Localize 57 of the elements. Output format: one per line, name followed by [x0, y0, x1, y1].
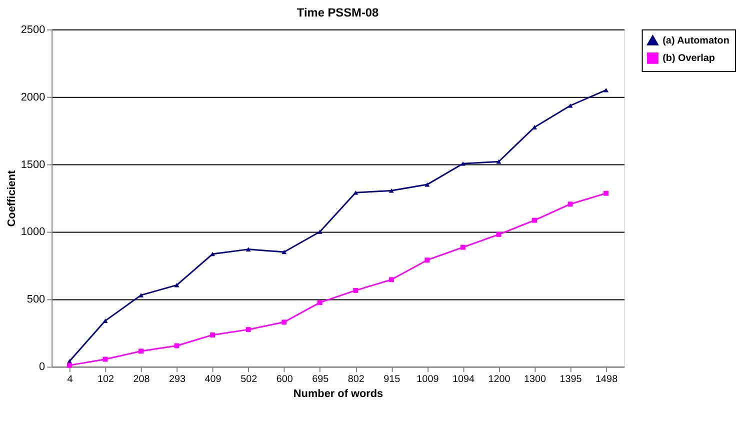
point	[317, 300, 322, 306]
point	[460, 161, 466, 166]
point	[174, 282, 180, 288]
point	[66, 362, 72, 368]
point	[568, 103, 573, 108]
x-tick-label: 915	[384, 374, 401, 386]
point	[424, 258, 430, 263]
y-tick-label: 500	[26, 294, 46, 306]
x-tick-label: 1498	[596, 374, 618, 386]
point	[317, 230, 322, 234]
y-tick-label: 2500	[20, 24, 46, 36]
point	[246, 327, 251, 332]
x-tick-label: 102	[97, 374, 114, 386]
point	[532, 125, 537, 130]
point	[138, 348, 144, 354]
x-tick-label: 802	[348, 374, 365, 386]
x-tick-label: 208	[133, 374, 150, 386]
point	[102, 318, 108, 323]
y-tick-label: 0	[39, 361, 46, 374]
point	[353, 190, 358, 195]
point	[138, 293, 144, 298]
x-tick-label: 502	[240, 374, 258, 386]
point	[282, 320, 287, 325]
y-tick-label: 1000	[20, 226, 46, 238]
point	[388, 277, 394, 282]
point	[210, 332, 216, 338]
point	[460, 244, 466, 250]
point	[604, 190, 609, 196]
point	[174, 343, 180, 348]
point	[496, 232, 502, 237]
point	[532, 218, 537, 223]
x-tick-label: 409	[204, 374, 222, 386]
y-tick-label: 2000	[20, 91, 46, 104]
point	[424, 182, 430, 187]
point	[604, 88, 609, 92]
x-tick-label: 695	[312, 374, 330, 386]
y-axis-title: Coefficient	[6, 170, 18, 227]
x-tick-label: 1094	[452, 374, 475, 386]
legend-label: (a) Automaton	[662, 35, 730, 46]
point	[282, 250, 287, 254]
x-tick-label: 600	[276, 374, 294, 386]
legend-label: (b) Overlap	[662, 53, 715, 64]
x-tick-label: 293	[169, 374, 186, 386]
point	[388, 188, 394, 193]
x-tick-label: 1395	[560, 374, 582, 386]
point	[568, 202, 573, 207]
x-tick-label: 1009	[416, 374, 440, 386]
x-tick-label: 4	[67, 374, 74, 386]
x-axis-title: Number of words	[293, 388, 384, 400]
point	[246, 247, 251, 252]
x-tick-label: 1200	[488, 374, 511, 386]
point	[210, 252, 216, 256]
x-tick-label: 1300	[524, 374, 547, 386]
point	[353, 288, 358, 293]
y-tick-label: 1500	[20, 158, 46, 171]
point	[496, 159, 502, 164]
chart-title: Time PSSM-08	[296, 6, 380, 20]
